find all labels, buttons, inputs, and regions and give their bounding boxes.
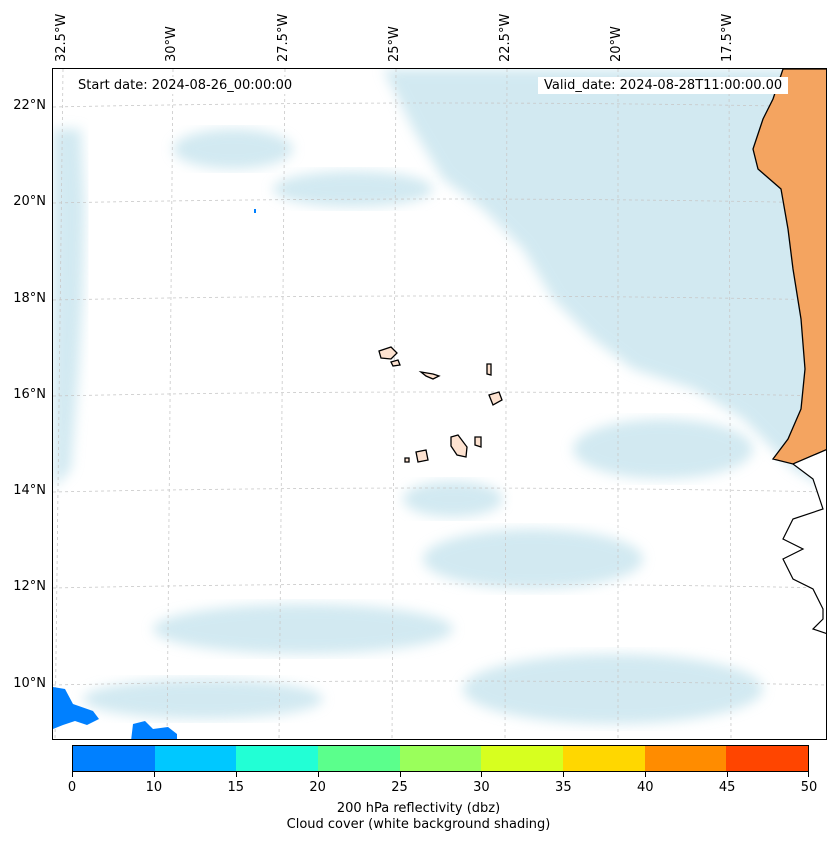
reflectivity-echoes	[53, 209, 256, 739]
cloud-patch	[573, 419, 753, 479]
island-sao-vicente	[390, 359, 401, 367]
lon-label-25w: 25°W	[387, 26, 402, 62]
cape-verde-islands	[378, 346, 503, 463]
colorbar-tick-label: 35	[555, 780, 572, 795]
island-sao-nicolau	[418, 370, 441, 380]
island-sal	[486, 363, 492, 376]
colorbar-tick-label: 30	[473, 780, 490, 795]
colorbar-tick	[481, 772, 483, 777]
cloud-cover-shading	[53, 69, 826, 724]
colorbar-tick	[727, 772, 729, 777]
reflectivity-speck	[254, 209, 256, 213]
colorbar-tick-label: 40	[636, 780, 654, 795]
colorbar-segment-3	[318, 746, 400, 771]
colorbar-tick	[808, 772, 809, 777]
reflectivity-echo-southwest	[53, 687, 99, 729]
lat-label-10n: 10°N	[13, 676, 46, 691]
colorbar-segment-1	[154, 746, 237, 771]
colorbar-tick-label: 25	[391, 780, 408, 795]
map-canvas	[53, 69, 826, 739]
lon-label-32-5w: 32.5°W	[54, 13, 69, 62]
lon-label-30w: 30°W	[164, 26, 179, 62]
colorbar-segment-0	[73, 746, 155, 771]
reflectivity-colorbar	[72, 745, 809, 772]
lat-label-16n: 16°N	[13, 387, 46, 402]
island-fogo	[415, 449, 429, 463]
meridian-line	[504, 69, 508, 739]
cloud-band-west	[53, 129, 85, 489]
colorbar-tick	[153, 772, 155, 777]
lon-label-27-5w: 27.5°W	[276, 13, 291, 62]
lat-label-12n: 12°N	[13, 579, 46, 594]
cloud-patch	[273, 171, 433, 207]
colorbar-tick-label: 20	[309, 780, 326, 795]
africa-coast-south	[782, 449, 826, 634]
lon-label-17-5w: 17.5°W	[720, 13, 735, 62]
lat-label-14n: 14°N	[13, 483, 46, 498]
meridian-line	[166, 69, 174, 739]
map-panel	[52, 68, 827, 740]
lat-label-22n: 22°N	[13, 98, 46, 113]
colorbar-tick	[72, 772, 73, 777]
start-date-label: Start date: 2024-08-26_00:00:00	[72, 77, 299, 94]
graticule	[53, 69, 826, 739]
colorbar-tick	[235, 772, 237, 777]
meridian-line	[728, 69, 732, 739]
meridian-line	[391, 69, 397, 739]
cloud-patch	[423, 529, 643, 589]
colorbar-segment-2	[236, 746, 319, 771]
cloud-band-northeast	[383, 69, 826, 488]
cloud-patch	[83, 679, 323, 719]
colorbar-segment-6	[563, 746, 645, 771]
colorbar-tick-label: 15	[227, 780, 245, 795]
cloud-patch	[403, 481, 503, 517]
colorbar-segment-8	[726, 746, 809, 771]
lon-label-20w: 20°W	[609, 26, 624, 62]
colorbar-tick-label: 45	[718, 780, 736, 795]
island-santo-antao	[378, 346, 398, 360]
meridian-line	[54, 69, 64, 739]
lat-label-18n: 18°N	[13, 291, 46, 306]
meridian-line	[278, 69, 286, 739]
colorbar-segment-4	[399, 746, 482, 771]
reflectivity-echo-south	[131, 721, 177, 739]
lon-label-22-5w: 22.5°W	[498, 13, 513, 62]
colorbar-segment-7	[644, 746, 727, 771]
parallel-line	[53, 583, 826, 589]
colorbar-tick	[645, 772, 647, 777]
island-maio	[474, 436, 482, 448]
colorbar-segment-5	[481, 746, 564, 771]
island-brava	[404, 457, 410, 463]
island-santiago	[450, 434, 468, 458]
cloud-patch	[173, 129, 293, 169]
colorbar-label-reflectivity: 200 hPa reflectivity (dbz)	[336, 801, 501, 816]
cloud-patch	[153, 604, 453, 654]
colorbar-tick-label: 50	[800, 780, 818, 795]
colorbar-tick	[399, 772, 401, 777]
colorbar-tick-label: 0	[67, 780, 77, 795]
lat-label-20n: 20°N	[13, 194, 46, 209]
valid-date-label: Valid_date: 2024-08-28T11:00:00.00	[538, 77, 789, 94]
colorbar-tick-label: 10	[145, 780, 163, 795]
colorbar-tick	[317, 772, 319, 777]
colorbar-label-cloud-cover: Cloud cover (white background shading)	[286, 817, 551, 832]
colorbar-tick	[563, 772, 565, 777]
cloud-patch	[463, 654, 763, 724]
island-boa-vista	[488, 391, 503, 406]
